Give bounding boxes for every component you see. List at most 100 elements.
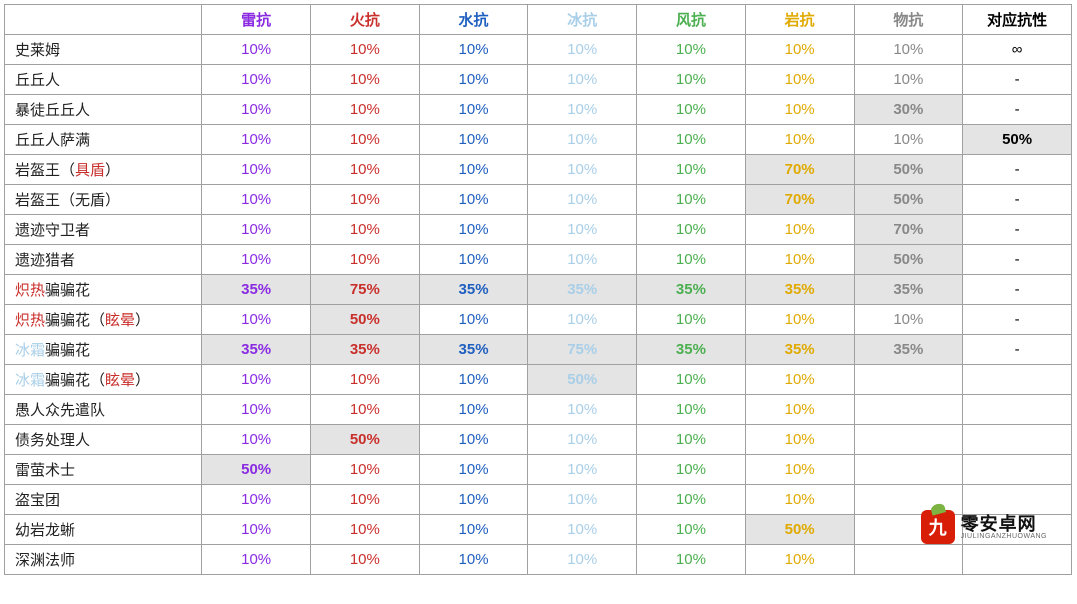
cell: 10% — [637, 455, 746, 485]
cell: 10% — [310, 95, 419, 125]
row-name: 炽热骗骗花（眩晕） — [5, 305, 202, 335]
header-col: 岩抗 — [745, 5, 854, 35]
cell: 35% — [745, 275, 854, 305]
cell: 10% — [310, 65, 419, 95]
cell: 10% — [202, 485, 311, 515]
cell — [854, 545, 963, 575]
cell: 10% — [310, 485, 419, 515]
cell: 35% — [637, 335, 746, 365]
cell: 10% — [419, 215, 528, 245]
cell: 50% — [528, 365, 637, 395]
cell: 10% — [419, 95, 528, 125]
row-name-segment: 暴徒丘丘人 — [15, 102, 90, 119]
cell: 10% — [637, 545, 746, 575]
row-name-segment: 债务处理人 — [15, 432, 90, 449]
cell — [854, 455, 963, 485]
cell: 35% — [419, 335, 528, 365]
table-row: 债务处理人10%50%10%10%10%10% — [5, 425, 1072, 455]
table-row: 雷萤术士50%10%10%10%10%10% — [5, 455, 1072, 485]
cell: 10% — [637, 485, 746, 515]
cell — [963, 455, 1072, 485]
table-row: 深渊法师10%10%10%10%10%10% — [5, 545, 1072, 575]
cell: - — [963, 95, 1072, 125]
cell: 10% — [310, 515, 419, 545]
cell: 10% — [202, 185, 311, 215]
cell: 50% — [963, 125, 1072, 155]
row-name: 丘丘人 — [5, 65, 202, 95]
cell: 10% — [419, 365, 528, 395]
row-name: 暴徒丘丘人 — [5, 95, 202, 125]
cell: 10% — [202, 155, 311, 185]
cell: 10% — [745, 125, 854, 155]
row-name-segment: 愚人众先遣队 — [15, 402, 105, 419]
cell: 10% — [528, 545, 637, 575]
table-row: 遗迹守卫者10%10%10%10%10%10%70%- — [5, 215, 1072, 245]
cell: 35% — [202, 275, 311, 305]
row-name: 丘丘人萨满 — [5, 125, 202, 155]
cell: 35% — [745, 335, 854, 365]
cell: 75% — [528, 335, 637, 365]
cell: 10% — [637, 185, 746, 215]
cell: - — [963, 185, 1072, 215]
header-name-blank — [5, 5, 202, 35]
row-name-segment: 骗骗花 — [45, 342, 90, 359]
cell: 10% — [202, 545, 311, 575]
cell: 10% — [745, 305, 854, 335]
cell: 10% — [528, 245, 637, 275]
cell: 10% — [419, 515, 528, 545]
cell: 10% — [419, 35, 528, 65]
row-name-segment: 史莱姆 — [15, 42, 60, 59]
cell: 10% — [637, 425, 746, 455]
header-col: 水抗 — [419, 5, 528, 35]
watermark-text: 零安卓网 JIULINGANZHUOWANG — [961, 515, 1047, 540]
cell: 10% — [637, 245, 746, 275]
cell: 10% — [854, 65, 963, 95]
cell: 10% — [202, 305, 311, 335]
cell: 10% — [528, 65, 637, 95]
header-col: 风抗 — [637, 5, 746, 35]
cell: 10% — [528, 185, 637, 215]
row-name-segment: 冰霜 — [15, 342, 45, 359]
row-name: 深渊法师 — [5, 545, 202, 575]
cell — [854, 365, 963, 395]
cell: 10% — [745, 455, 854, 485]
row-name-segment: 雷萤术士 — [15, 462, 75, 479]
row-name: 岩盔王（无盾） — [5, 185, 202, 215]
cell: - — [963, 215, 1072, 245]
table-row: 岩盔王（无盾）10%10%10%10%10%70%50%- — [5, 185, 1072, 215]
table-row: 史莱姆10%10%10%10%10%10%10%∞ — [5, 35, 1072, 65]
cell: 10% — [637, 65, 746, 95]
cell: 50% — [745, 515, 854, 545]
row-name-segment: ） — [135, 312, 150, 329]
cell: - — [963, 245, 1072, 275]
cell: 10% — [419, 305, 528, 335]
table-row: 丘丘人10%10%10%10%10%10%10%- — [5, 65, 1072, 95]
cell: 10% — [202, 215, 311, 245]
cell: 10% — [528, 425, 637, 455]
cell: 10% — [310, 365, 419, 395]
row-name: 冰霜骗骗花 — [5, 335, 202, 365]
header-col: 物抗 — [854, 5, 963, 35]
cell: 10% — [419, 65, 528, 95]
cell: 10% — [637, 305, 746, 335]
table-row: 丘丘人萨满10%10%10%10%10%10%10%50% — [5, 125, 1072, 155]
row-name-segment: 盗宝团 — [15, 492, 60, 509]
row-name-segment: 冰霜 — [15, 372, 45, 389]
row-name: 冰霜骗骗花（眩晕） — [5, 365, 202, 395]
row-name: 愚人众先遣队 — [5, 395, 202, 425]
cell — [963, 545, 1072, 575]
cell: 10% — [745, 425, 854, 455]
row-name-segment: 丘丘人 — [15, 72, 60, 89]
table-row: 盗宝团10%10%10%10%10%10% — [5, 485, 1072, 515]
cell: 10% — [745, 215, 854, 245]
cell: 10% — [745, 35, 854, 65]
cell: 10% — [310, 125, 419, 155]
cell: - — [963, 155, 1072, 185]
row-name: 债务处理人 — [5, 425, 202, 455]
cell: 50% — [854, 245, 963, 275]
row-name-segment: ） — [105, 162, 120, 179]
table-row: 暴徒丘丘人10%10%10%10%10%10%30%- — [5, 95, 1072, 125]
row-name: 盗宝团 — [5, 485, 202, 515]
row-name: 遗迹猎者 — [5, 245, 202, 275]
row-name-segment: 遗迹猎者 — [15, 252, 75, 269]
